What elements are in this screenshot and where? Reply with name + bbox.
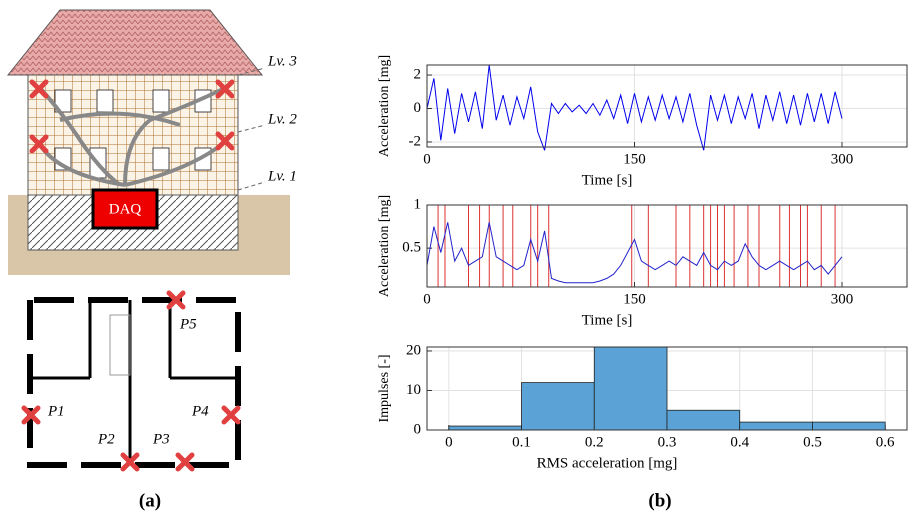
bar — [740, 422, 813, 430]
plot-area — [427, 65, 907, 147]
y-tick-label: 0.5 — [402, 240, 421, 256]
y-axis-label: Acceleration [mg] — [377, 195, 392, 297]
x-tick-label: 0.6 — [876, 434, 895, 450]
panel-label: (b) — [648, 490, 671, 511]
level-label: Lv. 2 — [267, 111, 297, 127]
roof — [8, 10, 262, 75]
daq-label: DAQ — [109, 201, 142, 217]
y-tick-label: 10 — [406, 382, 421, 398]
x-axis-label: Time [s] — [582, 172, 633, 188]
x-tick-label: 150 — [623, 291, 646, 307]
point-label: P5 — [179, 316, 197, 332]
x-tick-label: 0 — [423, 151, 431, 167]
y-tick-label: -2 — [409, 133, 422, 149]
x-tick-label: 0.5 — [803, 434, 822, 450]
figure: DAQ Lv. 3 Lv. 2 Lv. 1 P1 P2 P3 P4 P5 (a)… — [0, 0, 914, 517]
x-tick-label: 0.2 — [585, 434, 604, 450]
bar — [667, 410, 740, 430]
point-label: P3 — [152, 431, 170, 447]
house-diagram: DAQ Lv. 3 Lv. 2 Lv. 1 — [8, 10, 297, 275]
level-label: Lv. 1 — [267, 168, 297, 184]
x-tick-label: 0.4 — [730, 434, 749, 450]
y-axis-label: Acceleration [mg] — [377, 55, 392, 157]
x-tick-label: 300 — [831, 291, 854, 307]
point-label: P4 — [191, 403, 209, 419]
x-tick-label: 0.3 — [658, 434, 677, 450]
level-label: Lv. 3 — [267, 53, 297, 69]
y-tick-label: 1 — [414, 196, 422, 212]
point-label: P1 — [47, 403, 65, 419]
y-tick-label: 0 — [414, 421, 422, 437]
y-axis-label: Impulses [-] — [377, 354, 392, 422]
y-tick-label: 20 — [406, 342, 421, 358]
x-tick-label: 0 — [445, 434, 453, 450]
bar — [449, 426, 522, 430]
x-tick-label: 300 — [831, 151, 854, 167]
x-tick-label: 0 — [423, 291, 431, 307]
bar — [594, 347, 667, 430]
x-tick-label: 0.1 — [512, 434, 531, 450]
floor-plan — [30, 300, 238, 465]
bar — [812, 422, 885, 430]
point-label: P2 — [97, 431, 115, 447]
level-lines — [238, 68, 265, 190]
x-tick-label: 150 — [623, 151, 646, 167]
panel-label: (a) — [139, 490, 161, 511]
x-axis-label: RMS acceleration [mg] — [537, 455, 678, 471]
y-tick-label: 0 — [414, 100, 422, 116]
x-axis-label: Time [s] — [582, 312, 633, 328]
bar — [522, 383, 595, 430]
y-tick-label: 2 — [414, 66, 422, 82]
